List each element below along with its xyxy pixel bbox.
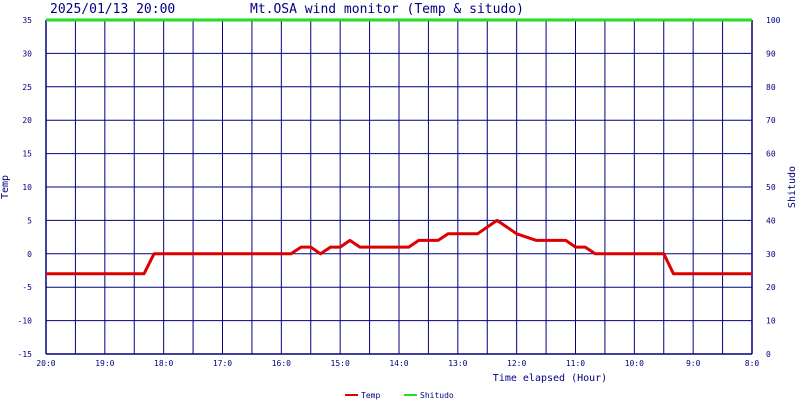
right-tick-label: 10 (766, 317, 776, 326)
x-tick-label: 16:0 (272, 359, 291, 368)
right-tick-label: 50 (766, 183, 776, 192)
right-tick-label: 60 (766, 150, 776, 159)
x-tick-label: 11:0 (566, 359, 585, 368)
right-tick-label: 100 (766, 16, 781, 25)
left-tick-label: 5 (27, 216, 32, 225)
right-tick-label: 40 (766, 216, 776, 225)
x-tick-label: 12:0 (507, 359, 526, 368)
x-tick-label: 9:0 (686, 359, 701, 368)
left-axis-label: Temp (0, 175, 11, 199)
left-tick-label: 25 (22, 83, 32, 92)
right-tick-label: 70 (766, 116, 776, 125)
left-tick-label: 20 (22, 116, 32, 125)
x-axis-ticks: 20:0 19:0 18:0 17:0 16:0 15:0 14:0 13:0 12:0 11:0… (36, 359, 759, 368)
left-tick-label: -10 (18, 317, 33, 326)
legend-shitudo-label: Shitudo (420, 391, 454, 400)
x-tick-label: 10:0 (625, 359, 644, 368)
left-tick-label: 30 (22, 49, 32, 58)
x-tick-label: 14:0 (389, 359, 408, 368)
right-tick-label: 90 (766, 49, 776, 58)
x-tick-label: 17:0 (213, 359, 232, 368)
chart-timestamp: 2025/01/13 20:00 (50, 2, 175, 17)
left-tick-label: 10 (22, 183, 32, 192)
chart-title: Mt.OSA wind monitor (Temp & situdo) (250, 2, 524, 17)
right-tick-label: 20 (766, 283, 776, 292)
right-tick-label: 30 (766, 250, 776, 259)
temp-series-line (46, 218, 752, 276)
x-tick-label: 20:0 (36, 359, 55, 368)
right-axis-label: Shitudo (787, 166, 798, 208)
left-tick-label: 15 (22, 150, 32, 159)
left-tick-label: -5 (22, 283, 32, 292)
x-tick-label: 13:0 (448, 359, 467, 368)
grid (45, 19, 753, 355)
right-tick-label: 80 (766, 83, 776, 92)
left-tick-label: -15 (18, 350, 33, 359)
left-axis-ticks: -15 -10 -5 0 5 10 15 20 25 30 35 (18, 16, 33, 359)
left-tick-label: 0 (27, 250, 32, 259)
x-tick-label: 8:0 (745, 359, 760, 368)
left-tick-label: 35 (22, 16, 32, 25)
right-tick-label: 0 (766, 350, 771, 359)
x-tick-label: 19:0 (95, 359, 114, 368)
right-axis-ticks: 0 10 20 30 40 50 60 70 80 90 100 (766, 16, 781, 359)
series-lines (46, 18, 752, 276)
x-axis-label: Time elapsed (Hour) (493, 373, 607, 384)
legend-temp-label: Temp (361, 391, 380, 400)
legend: Temp Shitudo (345, 391, 454, 400)
x-tick-label: 15:0 (331, 359, 350, 368)
x-tick-label: 18:0 (154, 359, 173, 368)
